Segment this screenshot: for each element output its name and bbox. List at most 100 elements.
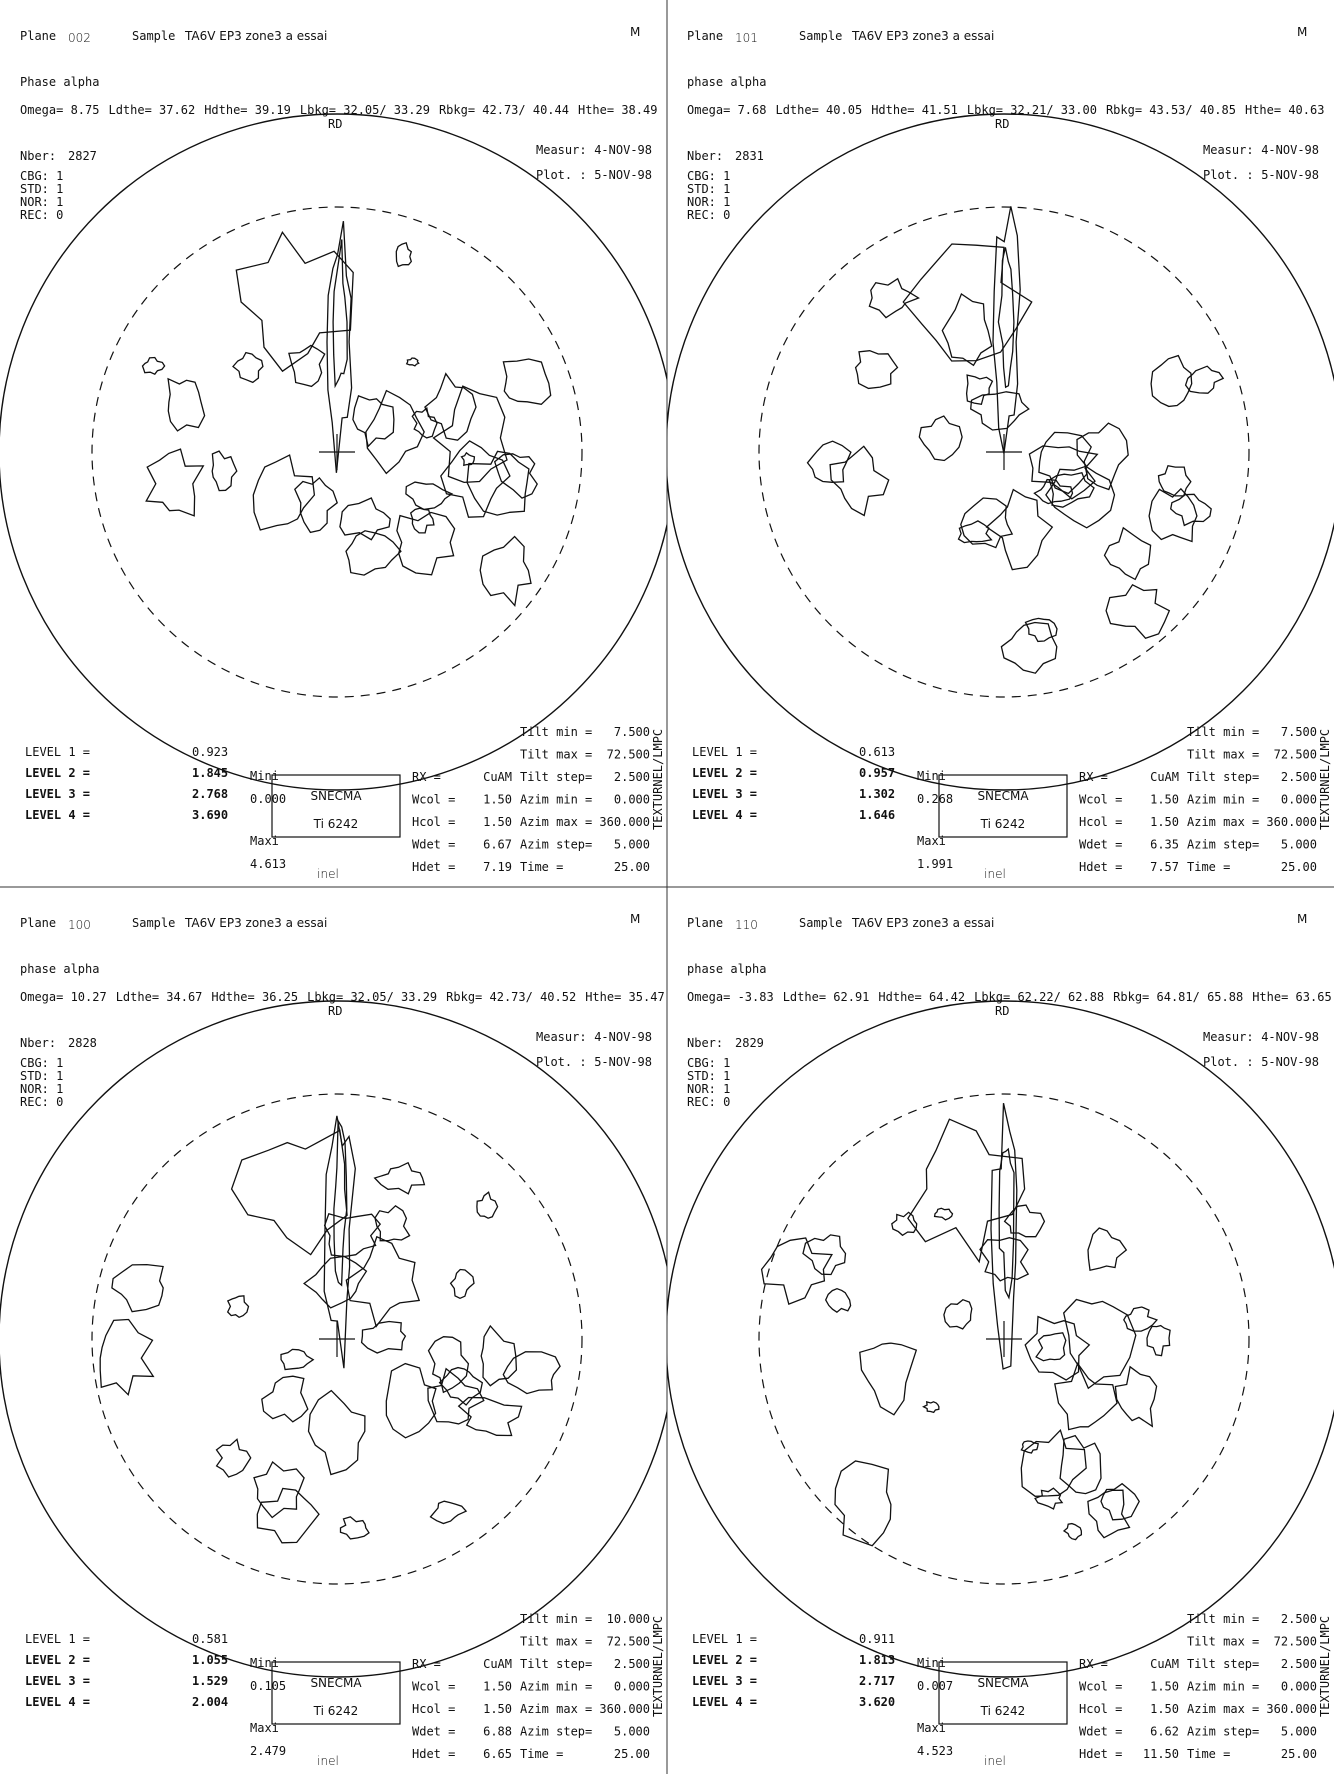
- contour: [502, 358, 552, 405]
- param-value: 0.000: [614, 1680, 650, 1694]
- level-label: LEVEL 1 =: [692, 1632, 757, 1646]
- contour: [288, 344, 326, 388]
- contour: [957, 520, 993, 544]
- contour: [902, 243, 1033, 362]
- header-item: Hdthe= 39.19: [204, 103, 291, 117]
- param-value: 6.65: [483, 1747, 512, 1761]
- measur: 4-NOV-98: [594, 143, 652, 157]
- param-label: Azim min =: [520, 793, 592, 807]
- contour: [457, 1396, 523, 1437]
- contour: [332, 239, 348, 389]
- box-line: Ti 6242: [980, 817, 1026, 831]
- center-cross: [319, 1321, 355, 1357]
- param-label: Tilt step=: [1187, 1657, 1259, 1671]
- contour: [395, 241, 413, 268]
- contour: [440, 440, 511, 518]
- param-value: 360.000: [599, 815, 650, 829]
- param-label: Hdet =: [1079, 1747, 1122, 1761]
- contour: [226, 1295, 250, 1319]
- contour: [1020, 1440, 1039, 1454]
- param-label: RX =: [412, 770, 441, 784]
- outer-circle: [0, 1000, 667, 1678]
- level-label: LEVEL 2 =: [692, 766, 757, 780]
- flag: NOR: 1: [20, 1082, 63, 1096]
- param-label: Tilt min =: [520, 725, 592, 739]
- contour: [405, 357, 420, 367]
- contour: [918, 415, 963, 462]
- contour: [1076, 422, 1129, 491]
- contour: [1045, 465, 1116, 529]
- param-label: Azim max =: [1187, 815, 1259, 829]
- header-item: Rbkg= 64.81/ 65.88: [1113, 990, 1243, 1004]
- plot-label: Plot. :: [536, 1055, 587, 1069]
- contour: [466, 450, 530, 516]
- maxi-value: 4.523: [917, 1744, 953, 1758]
- param-value: 7.57: [1150, 860, 1179, 874]
- plot: 5-NOV-98: [594, 168, 652, 182]
- limit-circle: [91, 1093, 583, 1585]
- limit-circle: [758, 206, 1250, 698]
- contour: [941, 293, 993, 367]
- param-value: 72.500: [607, 1635, 650, 1649]
- flag: CBG: 1: [20, 169, 63, 183]
- param-label: Tilt min =: [520, 1612, 592, 1626]
- header-item: Rbkg= 42.73/ 40.52: [446, 990, 576, 1004]
- contour: [965, 374, 994, 406]
- level-value: 1.302: [859, 787, 895, 801]
- param-value: 1.50: [1150, 793, 1179, 807]
- level-label: LEVEL 2 =: [25, 1653, 90, 1667]
- param-value: 25.00: [1281, 860, 1317, 874]
- contour: [352, 395, 395, 448]
- contour: [502, 1351, 561, 1395]
- param-value: 25.00: [614, 1747, 650, 1761]
- contour: [1105, 583, 1171, 639]
- plane-label: Plane: [20, 916, 56, 930]
- sample-box: [938, 774, 1068, 838]
- mini-value: 0.007: [917, 1679, 953, 1693]
- level-value: 0.923: [192, 745, 228, 759]
- contour: [493, 453, 538, 499]
- contour: [979, 1237, 1030, 1282]
- sample-name: TA6V EP3 zone3 a essai: [851, 29, 994, 43]
- level-label: LEVEL 3 =: [25, 1674, 90, 1688]
- box-line: SNECMA: [977, 1676, 1029, 1690]
- level-label: LEVEL 4 =: [692, 1695, 757, 1709]
- param-value: 2.500: [614, 1657, 650, 1671]
- level-value: 1.646: [859, 808, 895, 822]
- center-cross: [986, 1321, 1022, 1357]
- param-label: Azim max =: [520, 815, 592, 829]
- contour: [326, 220, 353, 473]
- contour: [829, 445, 890, 517]
- level-label: LEVEL 3 =: [692, 1674, 757, 1688]
- level-value: 2.768: [192, 787, 228, 801]
- header-item: Hdthe= 36.25: [211, 990, 298, 1004]
- header-item: Omega= 7.68: [687, 103, 766, 117]
- nber-label: Nber:: [687, 149, 723, 163]
- param-value: 6.62: [1150, 1725, 1179, 1739]
- measur: 4-NOV-98: [1261, 1030, 1319, 1044]
- header-item: Omega= -3.83: [687, 990, 774, 1004]
- rd-label: RD: [995, 117, 1009, 131]
- level-label: LEVEL 4 =: [25, 808, 90, 822]
- param-value: 25.00: [1281, 1747, 1317, 1761]
- contour: [985, 488, 1054, 571]
- param-value: 1.50: [1150, 1680, 1179, 1694]
- param-label: Azim min =: [1187, 1680, 1259, 1694]
- param-label: Wdet =: [1079, 838, 1122, 852]
- measur: 4-NOV-98: [594, 1030, 652, 1044]
- level-label: LEVEL 3 =: [25, 787, 90, 801]
- sample-name: TA6V EP3 zone3 a essai: [184, 29, 327, 43]
- contour: [806, 440, 852, 483]
- contour: [476, 1191, 499, 1219]
- contour: [1150, 354, 1193, 408]
- param-value: 1.50: [483, 815, 512, 829]
- level-value: 1.055: [192, 1653, 228, 1667]
- measur-label: Measur:: [536, 143, 587, 157]
- header-item: Rbkg= 42.73/ 40.44: [439, 103, 569, 117]
- header-line: Omega= 8.75 Ldthe= 37.62 Hdthe= 39.19 Lbkg=…: [20, 103, 657, 117]
- flag: STD: 1: [20, 182, 63, 196]
- flag: NOR: 1: [687, 1082, 730, 1096]
- param-value: 0.000: [614, 793, 650, 807]
- flag: NOR: 1: [687, 195, 730, 209]
